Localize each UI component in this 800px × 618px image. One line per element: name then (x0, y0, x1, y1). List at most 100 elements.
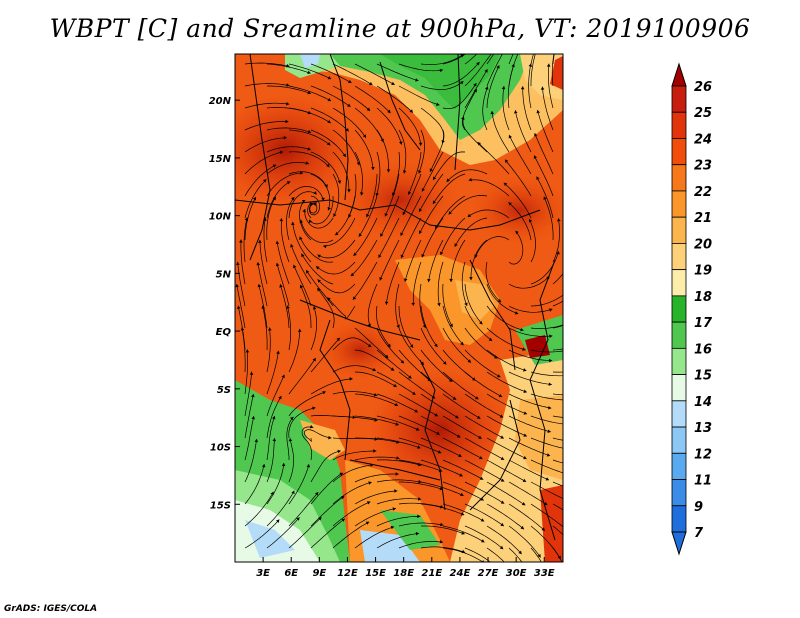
streamline (241, 327, 246, 373)
streamline-arrow (452, 396, 457, 400)
streamline-arrow (399, 141, 403, 145)
colorbar-segment (671, 111, 687, 139)
streamline-arrow (417, 445, 421, 449)
streamline-arrow (439, 68, 443, 73)
streamline (299, 199, 312, 241)
lat-tick-label: 20N (209, 96, 232, 107)
streamline (530, 547, 542, 562)
streamline (380, 195, 400, 237)
streamline-arrow (476, 62, 480, 66)
streamline-arrow (312, 306, 317, 310)
streamline (486, 481, 526, 506)
streamline (288, 171, 328, 188)
streamline (437, 261, 444, 307)
streamline (244, 416, 255, 461)
streamline (310, 63, 352, 84)
streamline-arrow (400, 232, 404, 236)
streamline (386, 261, 400, 305)
streamline (462, 116, 488, 153)
streamline (244, 491, 274, 527)
country-borders (235, 54, 556, 541)
streamline (354, 473, 399, 483)
streamline-arrow (437, 450, 442, 454)
streamline (530, 503, 563, 528)
streamline-arrow (275, 262, 280, 267)
streamline-arrow (546, 453, 551, 457)
streamline-arrow (302, 209, 306, 213)
streamline-arrow (440, 522, 444, 527)
streamline (530, 371, 563, 377)
streamline (288, 85, 332, 102)
streamline (404, 239, 422, 282)
streamline (392, 151, 400, 197)
streamline (552, 348, 563, 351)
streamline-arrow (272, 416, 276, 420)
streamline-arrow (515, 230, 519, 235)
streamline-arrow (594, 389, 597, 392)
streamline-arrow (309, 201, 313, 205)
streamline-arrow (384, 212, 388, 217)
streamline (398, 437, 442, 454)
wbpt-field-east-orange (515, 395, 563, 480)
streamline-arrow (590, 309, 593, 312)
streamline-arrow (333, 213, 337, 217)
streamline (470, 239, 488, 281)
streamline-arrow (498, 569, 501, 572)
streamline (486, 283, 519, 315)
streamline (266, 374, 285, 417)
colorbar: 26 25 24 23 22 21 20 19 18 17 16 15 14 13 12 11 9 7 (671, 62, 713, 556)
streamline-arrow (395, 422, 399, 426)
streamline-arrow (549, 334, 553, 339)
streamline-arrow (464, 302, 468, 306)
streamline-arrow (308, 219, 313, 224)
lon-tick-label: 24E (450, 568, 471, 579)
streamline-arrow (458, 453, 462, 457)
colorbar-segment (671, 164, 687, 192)
streamline (464, 327, 498, 359)
streamline (486, 459, 527, 483)
streamline-arrow (421, 188, 425, 192)
streamline (299, 236, 334, 263)
streamline-arrow (523, 411, 527, 415)
streamline (552, 218, 560, 263)
streamline (376, 533, 420, 549)
colorbar-label: 15 (694, 369, 712, 384)
wbpt-field-lake-red (525, 335, 550, 358)
streamline-arrow (235, 283, 239, 288)
colorbar-segment (671, 85, 687, 113)
streamline-arrow (500, 522, 504, 527)
streamline (442, 393, 481, 419)
streamline-arrow (328, 435, 332, 440)
streamline (310, 495, 345, 527)
streamline (301, 426, 314, 461)
lon-tick-label: 15E (365, 568, 386, 579)
streamline-arrow (554, 42, 557, 45)
streamline (530, 415, 563, 425)
streamline (530, 54, 534, 65)
streamline (244, 164, 277, 197)
streamline (442, 525, 485, 543)
streamline-arrow (365, 521, 370, 525)
streamline-arrow (503, 182, 508, 187)
colorbar-segment (671, 347, 687, 375)
streamline (301, 253, 334, 285)
streamline-arrow (372, 367, 376, 372)
streamline (367, 283, 378, 328)
streamline (384, 173, 400, 217)
streamline (508, 525, 541, 558)
streamline-arrow (436, 431, 440, 435)
streamline-arrow (593, 364, 596, 367)
map-field (235, 54, 563, 562)
streamline-arrow (526, 24, 529, 27)
streamline-arrow (348, 79, 352, 83)
streamline (354, 393, 399, 407)
streamline (552, 300, 563, 307)
streamline (266, 327, 271, 373)
streamline (421, 525, 465, 535)
streamline (244, 196, 257, 241)
streamline-arrow (291, 490, 295, 495)
streamline (442, 283, 453, 328)
streamline (552, 437, 563, 441)
streamline (530, 459, 563, 474)
streamline-arrow (474, 254, 478, 258)
